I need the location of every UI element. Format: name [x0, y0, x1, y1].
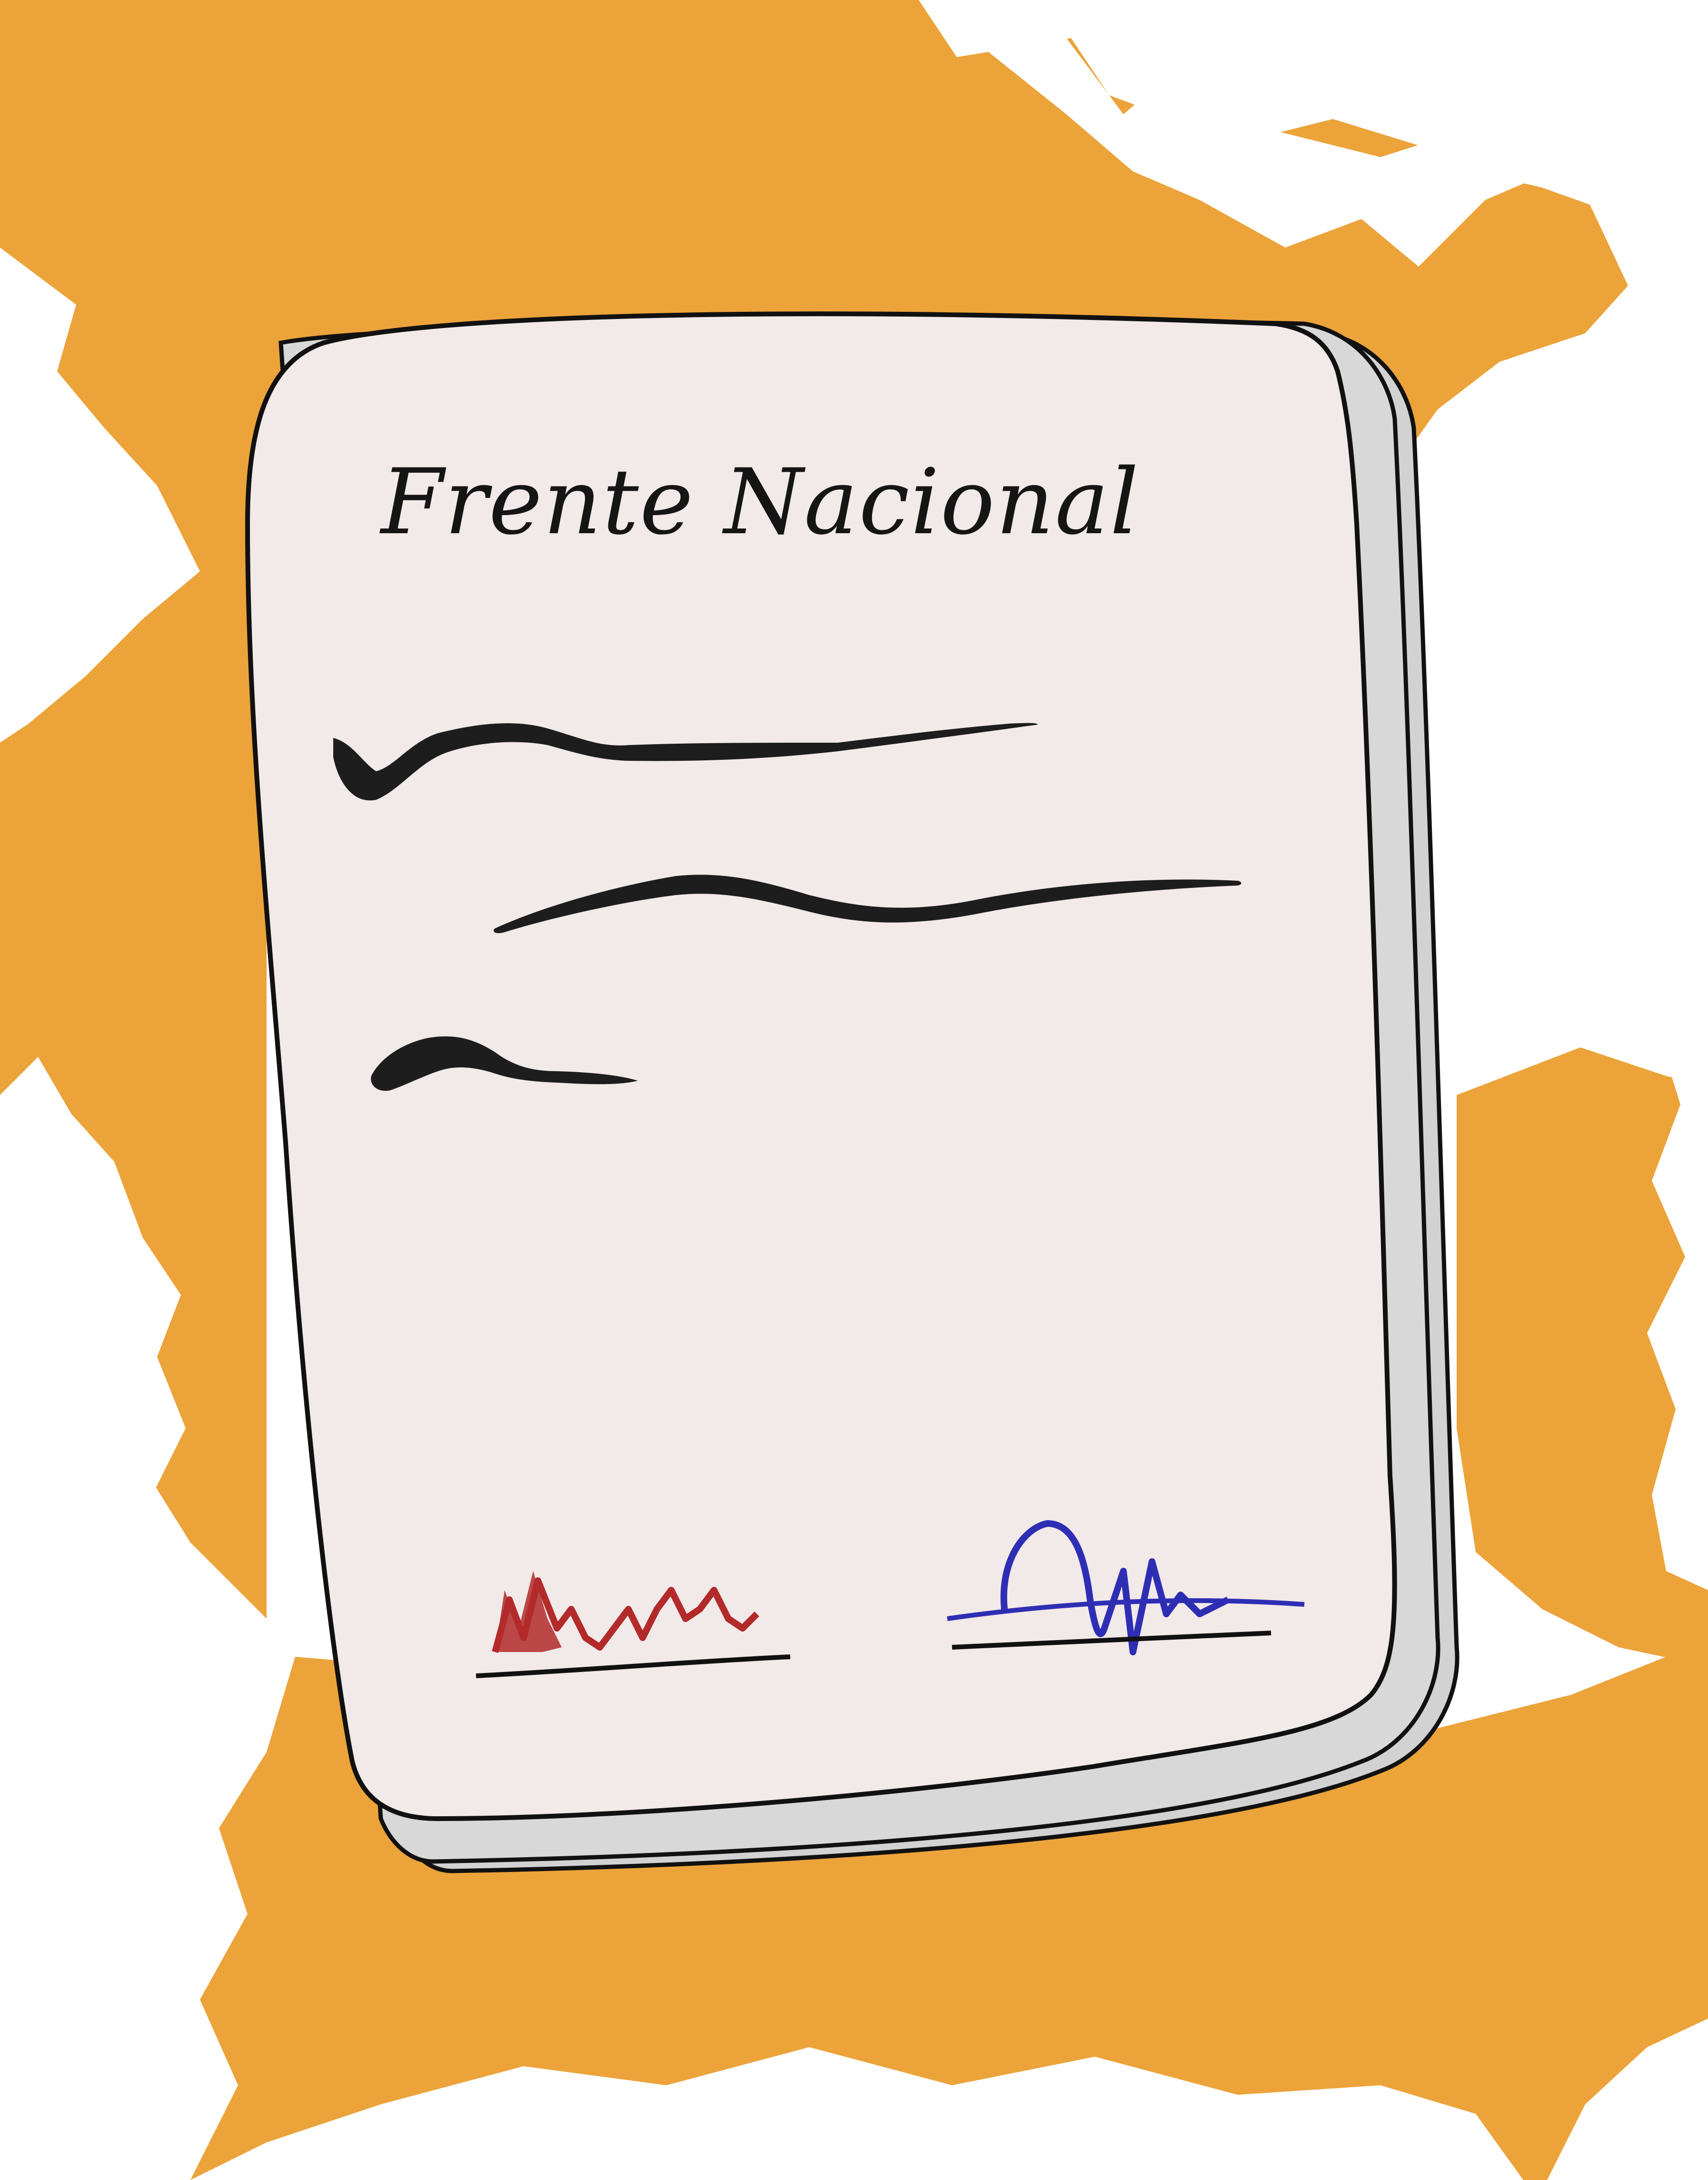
signature-left-underline: [476, 1654, 791, 1678]
splash-left-white-streaks: [0, 248, 200, 743]
splash-bottom-right-corner: [1547, 2019, 1708, 2180]
splash-right-white-streaks: [1647, 800, 1708, 1590]
document-front-page: [245, 311, 1397, 1822]
signature-left-mark: [492, 1577, 759, 1653]
splash-top-white-streaks: [924, 0, 1552, 267]
signature-area: [476, 1520, 1305, 1678]
splash-right-stroke: [1457, 1047, 1708, 1666]
scribble-line-1: [333, 723, 1038, 801]
document-title: Frente Nacional: [379, 449, 1140, 555]
splash-left-lower-stroke: [0, 714, 267, 1619]
scribble-line-3: [371, 1036, 638, 1091]
signature-left-fill: [495, 1571, 562, 1652]
scribble-line-2: [493, 875, 1241, 934]
splash-left-streaks: [0, 1057, 186, 1495]
signature-right-cross: [947, 1598, 1305, 1621]
splash-bottom-white-streaks: [619, 2095, 1452, 2180]
splash-top-right-streak: [1142, 0, 1708, 590]
signature-right-underline: [952, 1631, 1271, 1650]
signature-right-mark: [1000, 1520, 1230, 1655]
scribble-lines: [333, 723, 1241, 1091]
